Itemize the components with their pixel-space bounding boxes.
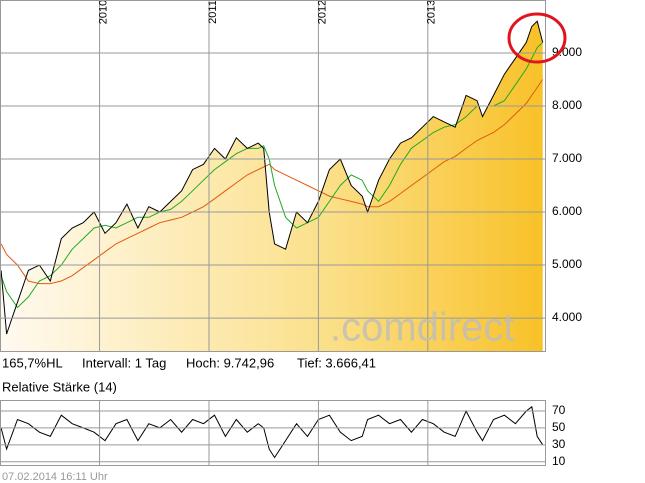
highlight-circle [507, 12, 567, 64]
rsi-title: Relative Stärke (14) [2, 379, 117, 394]
y-tick-label: 7.000 [552, 151, 582, 165]
y-tick-label: 5.000 [552, 257, 582, 271]
stat: Hoch: 9.742,96 [186, 355, 274, 370]
stat: 165,7%HL [2, 355, 63, 370]
plot-frame [0, 0, 546, 352]
x-tick-label: 2012 [316, 0, 328, 24]
series-line [0, 405, 544, 459]
y-tick-label: 30 [552, 437, 566, 451]
price-panel: 4.000 5.000 6.000 7.000 8.000 9.000 2010 2011 20… [0, 0, 582, 352]
timestamp: 07.02.2014 16:11 Uhr [2, 471, 108, 483]
watermark: .comdirect [330, 306, 515, 350]
y-tick-label: 50 [552, 420, 566, 434]
y-tick-label: 9.000 [552, 45, 582, 59]
plot-frame [0, 400, 546, 466]
y-tick-label: 6.000 [552, 204, 582, 218]
y-tick-label: 8.000 [552, 98, 582, 112]
series-line [0, 42, 544, 309]
y-tick-label: 10 [552, 454, 566, 468]
stat: Tief: 3.666,41 [297, 355, 376, 370]
rsi-panel: 10 30 50 70 [0, 400, 566, 468]
y-tick-label: 4.000 [552, 310, 582, 324]
y-tick-label: 70 [552, 403, 566, 417]
price-area [1, 21, 543, 352]
x-tick-label: 2010 [97, 0, 109, 24]
stat: Intervall: 1 Tag [82, 355, 166, 370]
x-tick-label: 2011 [207, 0, 219, 24]
x-tick-label: 2013 [426, 0, 438, 24]
series-line [0, 79, 544, 285]
